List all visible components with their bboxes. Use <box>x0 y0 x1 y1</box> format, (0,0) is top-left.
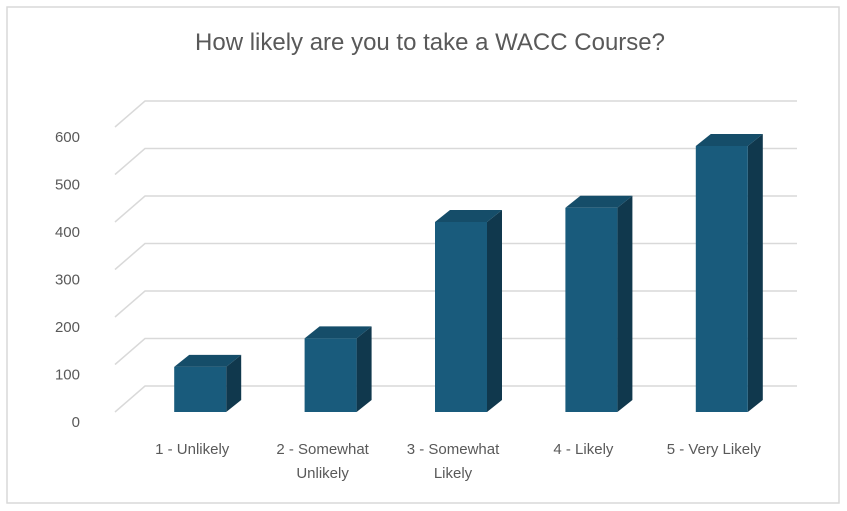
bar-top <box>435 210 502 222</box>
bar <box>174 354 242 412</box>
x-tick-label: 1 - Unlikely <box>155 441 230 458</box>
bar-side <box>487 210 502 412</box>
bar <box>304 326 372 412</box>
bar-front <box>435 222 487 412</box>
y-tick-label: 600 <box>55 129 80 146</box>
y-tick-label: 0 <box>72 414 80 431</box>
bar-front <box>174 366 227 412</box>
x-tick-label: 4 - Likely <box>553 441 614 458</box>
y-tick-label: 200 <box>55 319 80 336</box>
y-tick-label: 100 <box>55 367 80 384</box>
bar-front <box>304 338 357 412</box>
y-tick-label: 300 <box>55 272 80 289</box>
bar-top <box>304 326 372 339</box>
bar <box>695 134 763 412</box>
grid-line <box>114 147 797 176</box>
grid-line <box>114 195 797 223</box>
bar-side <box>356 326 372 412</box>
x-tick-label: 5 - Very Likely <box>666 441 761 458</box>
y-tick-label: 400 <box>55 224 80 241</box>
bar-top <box>174 354 242 367</box>
bar-side <box>747 134 763 412</box>
bar-front <box>565 207 618 412</box>
grid-line <box>114 100 797 128</box>
x-tick-label: 2 - Somewhat Unlikely <box>276 441 369 482</box>
y-tick-label: 500 <box>55 177 80 194</box>
x-tick-label: 3 - Somewhat Likely <box>406 441 500 482</box>
bar-top <box>695 134 763 146</box>
bar-side <box>617 195 633 412</box>
bar <box>435 210 502 412</box>
bar <box>565 195 633 412</box>
bar-side <box>226 354 242 412</box>
bar-front <box>695 146 748 412</box>
bar-top <box>565 195 633 208</box>
chart-title: How likely are you to take a WACC Course… <box>195 29 665 56</box>
